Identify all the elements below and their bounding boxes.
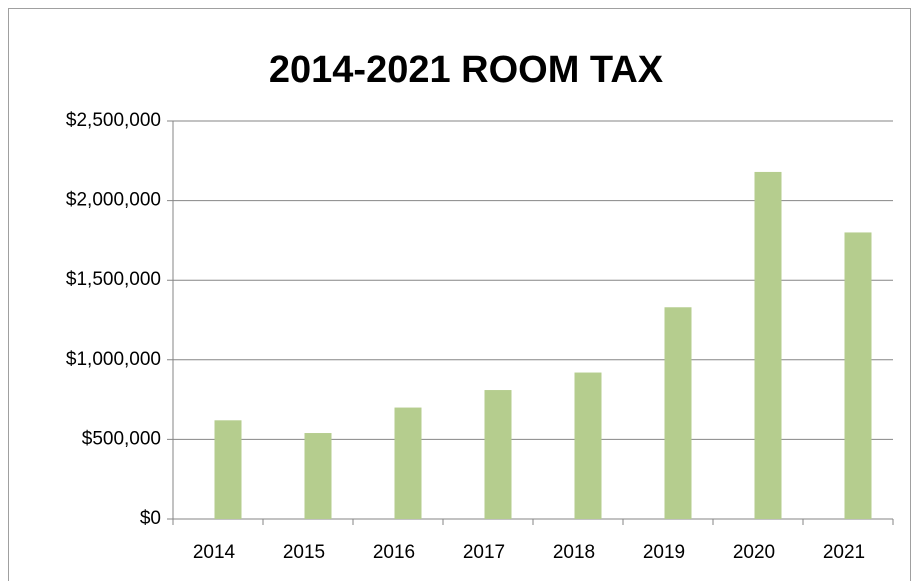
x-tick-label: 2017 [463, 542, 505, 563]
y-tick-label: $1,500,000 [66, 269, 161, 290]
bar [844, 232, 872, 519]
y-tick-label: $2,000,000 [66, 190, 161, 211]
x-tick-label: 2019 [643, 542, 685, 563]
y-tick-label: $500,000 [82, 428, 161, 449]
bar [754, 171, 782, 519]
x-tick-label: 2020 [733, 542, 775, 563]
bar [304, 433, 332, 519]
y-tick-label: $2,500,000 [66, 110, 161, 131]
y-tick-label: $1,000,000 [66, 349, 161, 370]
chart-title: 2014-2021 ROOM TAX [269, 49, 664, 91]
x-tick-label: 2016 [373, 542, 415, 563]
bar [214, 420, 242, 519]
x-tick-label: 2021 [823, 542, 865, 563]
bar [574, 372, 602, 519]
x-tick-label: 2018 [553, 542, 595, 563]
y-tick-label: $0 [140, 508, 161, 529]
x-tick-label: 2015 [283, 542, 325, 563]
bar [484, 390, 512, 519]
bar [664, 307, 692, 519]
x-tick-label: 2014 [193, 542, 236, 563]
bar [394, 407, 422, 519]
